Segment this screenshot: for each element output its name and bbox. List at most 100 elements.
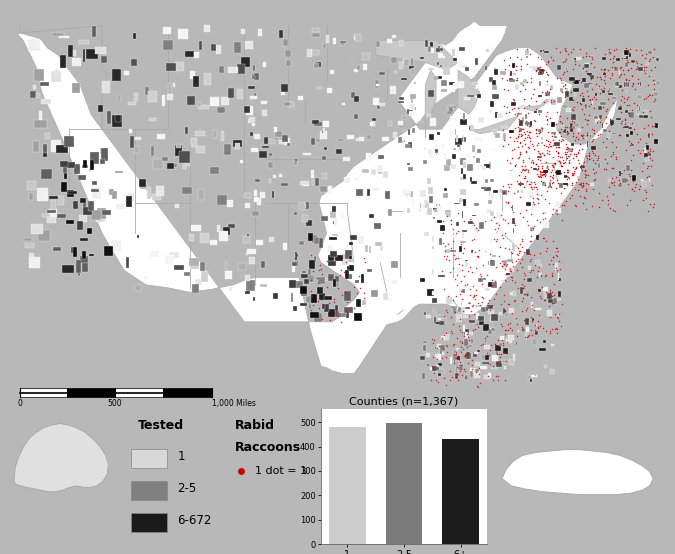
Bar [551,122,555,127]
Bar [460,47,465,51]
Point [540,169,551,178]
Point [522,109,533,117]
Bar [243,236,250,243]
Point [592,153,603,162]
Point [618,98,629,106]
Point [525,74,536,83]
Point [504,299,514,308]
Point [595,117,605,126]
Point [535,128,545,137]
Point [495,350,506,358]
Text: 500: 500 [108,399,122,408]
Polygon shape [518,100,551,111]
Point [639,69,650,78]
Bar [328,261,335,266]
Bar [284,101,290,106]
Bar [441,89,447,92]
Bar [244,193,250,198]
Point [518,316,529,325]
Point [627,82,638,91]
Bar [184,271,190,276]
Bar [645,148,646,154]
Bar [432,245,435,249]
Bar [323,121,329,127]
Point [483,325,494,334]
Bar [576,157,578,159]
Point [605,121,616,130]
Bar [437,345,441,348]
Bar [600,102,605,105]
Point [504,70,515,79]
Bar [379,72,385,75]
Point [457,328,468,337]
Bar [525,319,529,325]
Bar [382,137,389,141]
Bar [134,146,139,153]
Point [531,132,542,141]
Bar [433,313,435,320]
Bar [462,137,466,142]
Point [514,259,525,268]
Bar [541,174,547,177]
Point [531,65,541,74]
Point [601,159,612,168]
Bar [296,160,297,165]
Point [528,90,539,99]
Bar [479,317,484,325]
Point [581,66,592,75]
Point [641,49,652,58]
Point [562,165,572,174]
Bar [53,247,61,252]
Bar [506,273,510,275]
Bar [175,62,184,71]
Point [511,137,522,146]
Point [581,131,592,140]
Bar [377,84,379,86]
Point [570,201,580,209]
Bar [462,315,468,317]
Point [532,169,543,178]
Bar [153,160,163,169]
Bar [398,121,404,125]
Bar [444,334,449,340]
Point [549,158,560,167]
Bar [639,115,643,118]
Point [452,271,462,280]
Point [606,163,617,172]
Bar [514,317,516,321]
Bar [490,259,495,266]
Point [535,168,546,177]
Bar [414,81,416,84]
Point [523,142,534,151]
Point [580,115,591,124]
Point [571,164,582,173]
Point [526,184,537,193]
Point [607,178,618,187]
Point [453,253,464,262]
Point [497,234,508,243]
Point [574,179,585,188]
Bar [446,159,451,167]
Point [526,301,537,310]
Point [455,366,466,375]
Point [472,226,483,235]
Point [567,105,578,114]
Point [333,312,344,321]
Point [559,159,570,168]
Point [512,176,522,185]
Bar [333,220,336,224]
Point [442,291,453,300]
Point [499,85,510,94]
Bar [462,65,468,68]
Point [570,136,580,145]
Bar [576,57,580,60]
Point [614,102,625,111]
Point [568,95,578,104]
Bar [439,321,445,325]
Bar [549,182,551,187]
Bar [477,94,481,98]
Bar [387,121,392,126]
Bar [79,40,89,44]
Point [535,177,546,186]
Bar [561,125,564,130]
